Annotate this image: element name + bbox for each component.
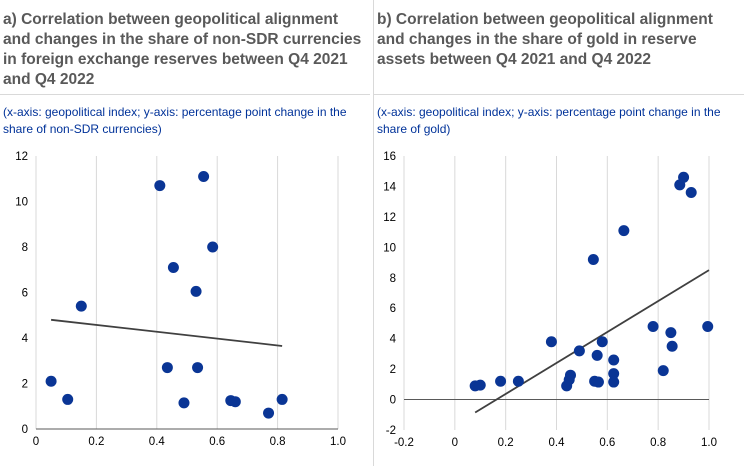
data-point [608,376,620,388]
x-tick-label: 0.6 [209,436,225,448]
data-point [495,375,507,387]
x-tick-label: 0 [452,437,458,449]
x-tick-label: 0.4 [549,437,566,449]
trend-line [50,318,283,347]
data-point [154,180,166,192]
data-point [207,241,219,253]
y-tick-label: 4 [22,333,29,345]
data-point [198,170,210,182]
data-point [596,336,608,348]
y-tick-label: 4 [390,334,397,346]
chart-title: a) Correlation between geopolitical alig… [3,11,362,88]
y-tick-label: 14 [383,181,396,193]
data-point [564,369,576,381]
data-point [665,327,677,339]
x-tick-label: 0.4 [149,436,166,448]
data-point [685,187,697,199]
y-tick-label: 10 [383,242,396,254]
x-tick-label: 0.6 [599,437,615,449]
chart-title: b) Correlation between geopolitical alig… [377,11,713,68]
data-point [591,349,603,361]
data-point [618,225,630,237]
data-point [192,362,204,374]
chart-subtitle: (x-axis: geopolitical index; y-axis: per… [377,105,721,136]
data-point [276,393,288,405]
data-point [666,340,678,352]
y-tick-label: 8 [390,273,396,285]
title-divider [374,94,744,95]
y-tick-label: 2 [22,379,28,391]
data-point [678,171,690,183]
trend-line [474,269,710,414]
data-point [657,365,669,377]
x-tick-label: 0.2 [88,436,104,448]
y-tick-label: 12 [15,151,28,163]
data-point [229,396,241,408]
data-point [587,254,599,266]
data-point [512,375,524,387]
scatter-plot-b: -2 0 2 4 6 8 10 12 14 16 -0.2 0 0.2 0.4 0.6 0.8 1.0 [383,151,717,449]
x-tick-label: 0.8 [650,437,666,449]
data-point [545,336,557,348]
y-tick-label: 0 [390,395,396,407]
data-point [75,300,87,312]
data-point [702,320,714,332]
x-tick-label: 0.2 [498,437,514,449]
data-point [167,261,179,273]
y-tick-label: 2 [390,364,396,376]
x-tick-label: 1.0 [330,436,346,448]
y-tick-label: -2 [386,425,396,437]
chart-subtitle: (x-axis: geopolitical index; y-axis: per… [3,105,347,136]
data-point [608,354,620,366]
data-point [592,376,604,388]
data-point [647,320,659,332]
y-tick-label: 16 [383,151,396,163]
x-tick-label: 0 [33,436,39,448]
chart-panel-a: a) Correlation between geopolitical alig… [0,0,370,466]
scatter-plot-a: 0 2 4 6 8 10 12 0 0.2 0.4 0.6 0.8 1.0 [15,151,346,448]
data-point [474,379,486,391]
title-divider [0,94,370,95]
data-point [178,397,190,409]
data-point [62,393,74,405]
data-point [45,375,57,387]
x-tick-label: -0.2 [394,437,414,449]
data-point [608,368,620,380]
y-tick-label: 12 [383,212,396,224]
y-tick-label: 6 [22,288,28,300]
y-tick-label: 8 [22,242,28,254]
y-tick-label: 6 [390,303,396,315]
data-point [161,362,173,374]
chart-panel-b: b) Correlation between geopolitical alig… [373,0,744,466]
x-tick-label: 0.8 [270,436,286,448]
data-point [190,285,202,297]
y-tick-label: 10 [15,197,28,209]
y-tick-label: 0 [22,424,28,436]
x-tick-label: 1.0 [701,437,717,449]
data-point [573,345,585,357]
data-point [263,407,275,419]
